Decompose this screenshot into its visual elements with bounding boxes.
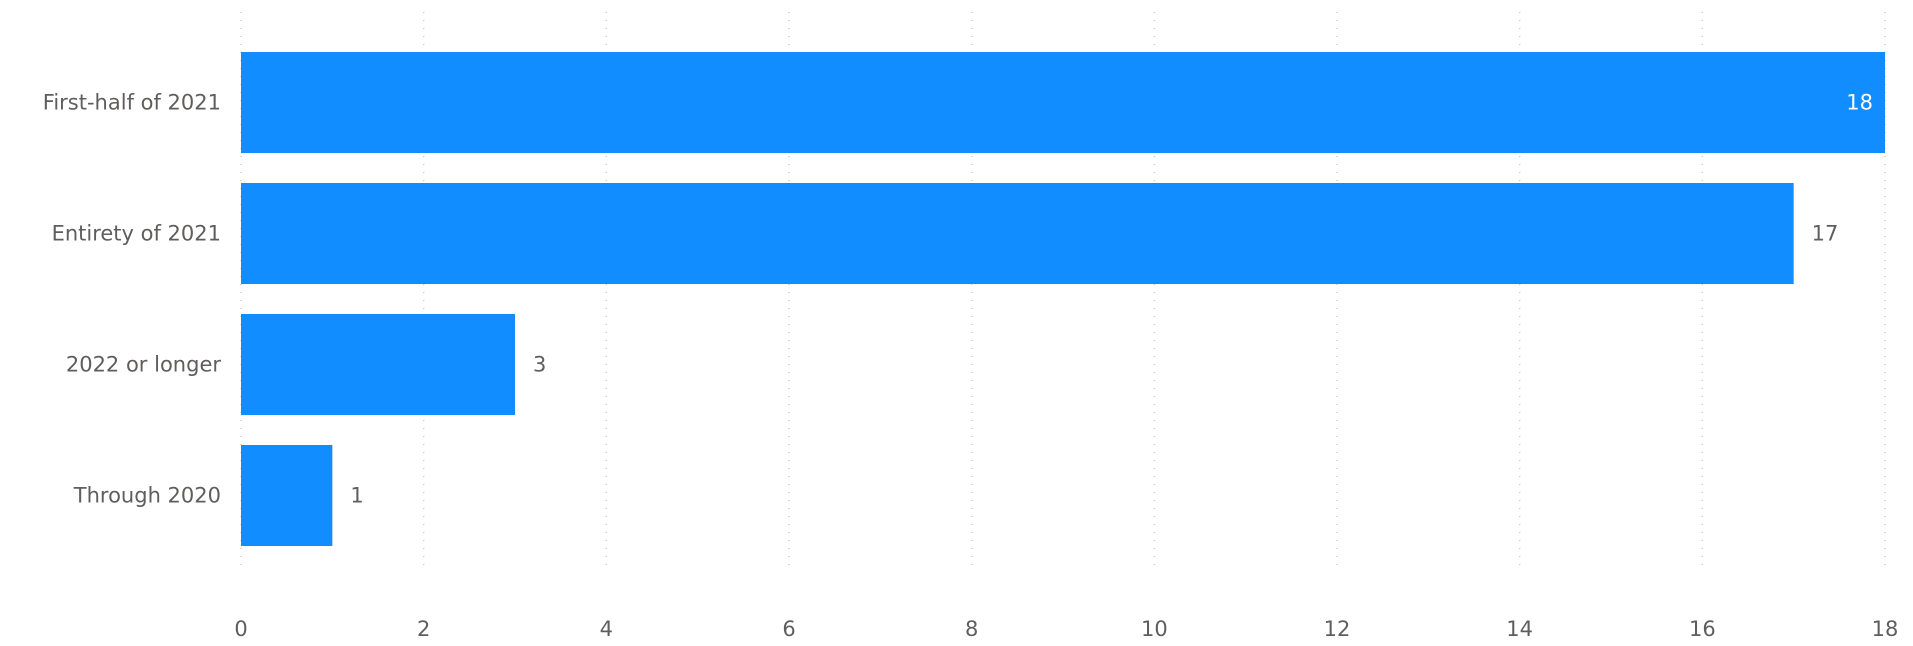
bar-3[interactable]: [241, 314, 515, 415]
bar-4[interactable]: [241, 445, 333, 546]
x-tick-label: 12: [1324, 617, 1351, 641]
bar-2[interactable]: [241, 183, 1794, 284]
data-label: 3: [533, 353, 546, 377]
x-tick-label: 6: [782, 617, 795, 641]
category-label: 2022 or longer: [66, 353, 222, 377]
data-labels: 18 17 3 1: [350, 91, 1873, 508]
x-tick-label: 16: [1689, 617, 1716, 641]
x-tick-label: 10: [1141, 617, 1168, 641]
category-label: Through 2020: [73, 484, 221, 508]
value-axis: 0 2 4 6 8 10 12 14 16 18: [234, 617, 1898, 641]
bar-layer: [241, 52, 1885, 546]
data-label: 17: [1812, 222, 1839, 246]
x-tick-label: 0: [234, 617, 247, 641]
bar-1[interactable]: [241, 52, 1885, 153]
x-tick-label: 8: [965, 617, 978, 641]
category-axis: First-half of 2021 Entirety of 2021 2022 o…: [43, 91, 222, 508]
x-tick-label: 18: [1872, 617, 1899, 641]
category-label: Entirety of 2021: [52, 222, 221, 246]
data-label: 1: [350, 484, 363, 508]
x-tick-label: 2: [417, 617, 430, 641]
category-label: First-half of 2021: [43, 91, 221, 115]
data-label: 18: [1846, 91, 1873, 115]
x-tick-label: 4: [600, 617, 613, 641]
x-tick-label: 14: [1506, 617, 1533, 641]
